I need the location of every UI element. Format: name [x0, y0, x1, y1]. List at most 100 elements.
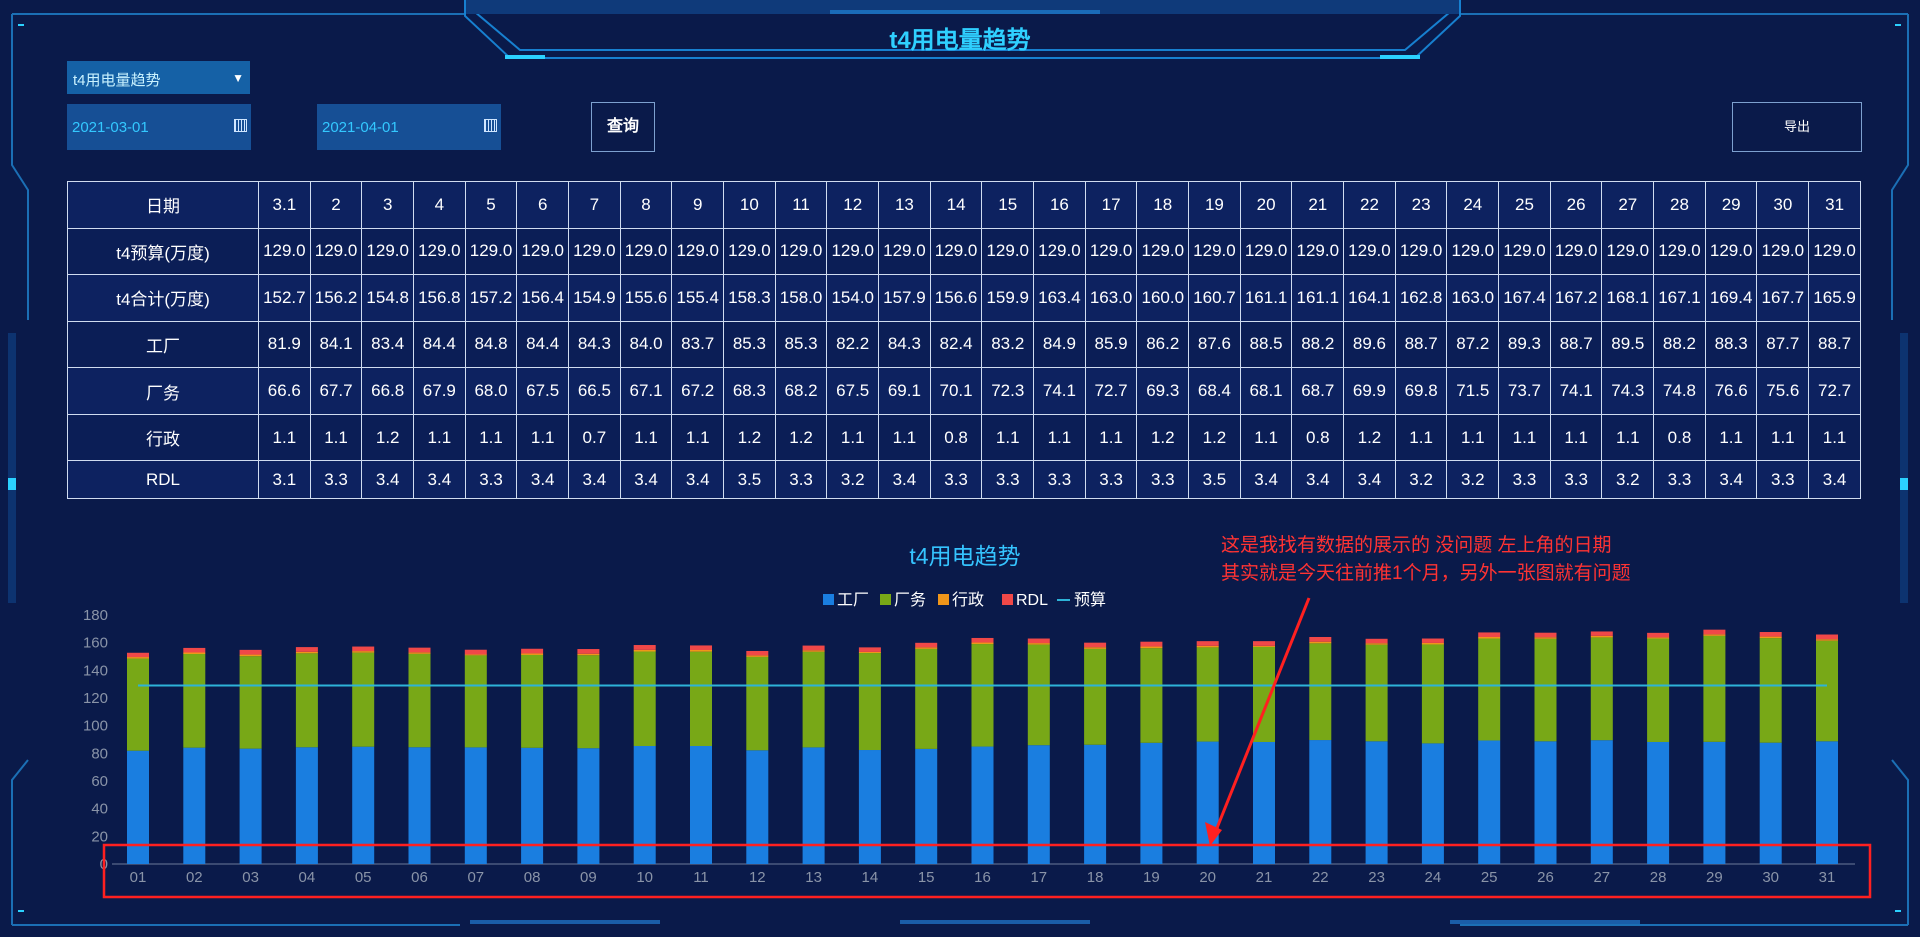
- table-cell: 1.1: [516, 413, 570, 462]
- table-cell: 156.6: [929, 274, 983, 322]
- bar-rdl: [1365, 638, 1388, 644]
- bar-admin: [633, 649, 656, 652]
- table-cell: 1.1: [258, 413, 311, 462]
- bar-rdl: [1084, 642, 1107, 648]
- x-tick-label: 15: [918, 869, 935, 886]
- date-header-cell: 8: [619, 181, 673, 229]
- bar-rdl: [915, 642, 938, 648]
- calendar-icon[interactable]: [234, 119, 247, 132]
- bar-admin: [1647, 637, 1670, 639]
- x-tick-label: 27: [1593, 869, 1610, 886]
- table-cell: 129.0: [258, 227, 311, 276]
- x-tick-label: 26: [1537, 869, 1554, 886]
- start-date-input[interactable]: 2021-03-01: [67, 104, 251, 150]
- bar-admin: [1421, 642, 1444, 645]
- bar-factory: [1534, 741, 1557, 864]
- table-cell: 88.7: [1808, 320, 1861, 369]
- bar-rdl: [295, 647, 318, 652]
- table-cell: 67.7: [309, 367, 363, 415]
- bar-facility: [464, 655, 487, 748]
- table-cell: 1.1: [878, 413, 931, 462]
- bar-rdl: [971, 637, 994, 643]
- x-tick-label: 19: [1143, 869, 1160, 886]
- row-label: RDL: [67, 460, 259, 499]
- legend-label: 行政: [952, 591, 984, 609]
- x-tick-label: 12: [749, 869, 766, 886]
- table-cell: 0.7: [568, 413, 621, 462]
- table-cell: 3.4: [1808, 460, 1861, 499]
- bar-admin: [1534, 637, 1557, 639]
- bar-rdl: [183, 647, 206, 653]
- date-header-cell: 28: [1653, 181, 1706, 229]
- table-cell: 129.0: [1291, 227, 1345, 276]
- table-cell: 1.1: [1446, 413, 1500, 462]
- table-cell: 156.4: [516, 274, 570, 322]
- date-header-cell: 18: [1136, 181, 1190, 229]
- chevron-down-icon: ▼: [232, 71, 244, 85]
- date-header-cell: 29: [1704, 181, 1758, 229]
- x-tick-label: 21: [1256, 869, 1273, 886]
- bar-facility: [1478, 638, 1501, 741]
- bar-facility: [239, 656, 262, 749]
- table-cell: 84.3: [878, 320, 931, 369]
- table-cell: 67.2: [671, 367, 725, 415]
- row-label: 工厂: [67, 320, 259, 369]
- bar-rdl: [1253, 641, 1275, 646]
- usage-table: 日期 3.1 2 3 4 5 6 7 8 9 10 11 12 13 14 15 16 17 18 19 20 21 22 2…: [67, 181, 1861, 499]
- report-select[interactable]: t4用电量趋势 ▼: [67, 61, 250, 94]
- table-header-row: 日期 3.1 2 3 4 5 6 7 8 9 10 11 12 13 14 15 16 17 18 19 20 21 22 2…: [67, 181, 1861, 229]
- table-cell: 3.3: [1498, 460, 1551, 499]
- y-tick-label: 60: [91, 773, 108, 790]
- table-cell: 129.0: [619, 227, 673, 276]
- date-header-cell: 10: [723, 181, 776, 229]
- table-cell: 3.2: [826, 460, 880, 499]
- annotation-line: 这是我找有数据的展示的 没问题 左上角的日期: [1221, 535, 1612, 556]
- table-cell: 168.1: [1601, 274, 1655, 322]
- x-tick-label: 08: [524, 869, 541, 886]
- bar-facility: [1590, 637, 1613, 741]
- table-cell: 3.3: [1033, 460, 1086, 499]
- legend-swatch: [880, 594, 891, 605]
- query-button[interactable]: 查询: [591, 102, 655, 152]
- table-cell: 129.0: [309, 227, 363, 276]
- bar-rdl: [127, 652, 149, 658]
- bar-facility: [352, 652, 375, 747]
- x-tick-label: 20: [1199, 869, 1216, 886]
- table-cell: 129.0: [464, 227, 518, 276]
- legend-swatch: [938, 594, 949, 605]
- table-cell: 1.1: [1239, 413, 1293, 462]
- y-tick-label: 180: [83, 607, 108, 624]
- table-cell: 71.5: [1446, 367, 1500, 415]
- bar-facility: [746, 656, 769, 751]
- table-cell: 152.7: [258, 274, 311, 322]
- table-cell: 155.6: [619, 274, 673, 322]
- bar-rdl: [1309, 636, 1332, 642]
- date-header-cell: 13: [878, 181, 931, 229]
- table-cell: 88.5: [1239, 320, 1293, 369]
- x-tick-label: 22: [1312, 869, 1329, 886]
- date-header-cell: 7: [568, 181, 621, 229]
- x-tick-label: 04: [299, 869, 316, 886]
- date-header-cell: 9: [671, 181, 725, 229]
- table-cell: 129.0: [568, 227, 621, 276]
- bar-rdl: [1421, 638, 1444, 643]
- bar-admin: [408, 652, 431, 654]
- bar-rdl: [464, 649, 487, 655]
- export-button[interactable]: 导出: [1732, 102, 1862, 152]
- end-date-input[interactable]: 2021-04-01: [317, 104, 501, 150]
- table-cell: 1.1: [981, 413, 1035, 462]
- bar-facility: [1365, 644, 1388, 742]
- date-header-cell: 4: [413, 181, 466, 229]
- table-cell: 76.6: [1704, 367, 1758, 415]
- bar-rdl: [239, 649, 262, 655]
- x-tick-label: 05: [355, 869, 372, 886]
- bar-facility: [1816, 640, 1838, 742]
- highlight-box: [102, 843, 1872, 899]
- table-cell: 83.7: [671, 320, 725, 369]
- y-tick-label: 160: [83, 635, 108, 652]
- table-cell: 129.0: [826, 227, 880, 276]
- calendar-icon[interactable]: [484, 119, 497, 132]
- row-label: 行政: [67, 413, 259, 462]
- table-cell: 3.2: [1601, 460, 1655, 499]
